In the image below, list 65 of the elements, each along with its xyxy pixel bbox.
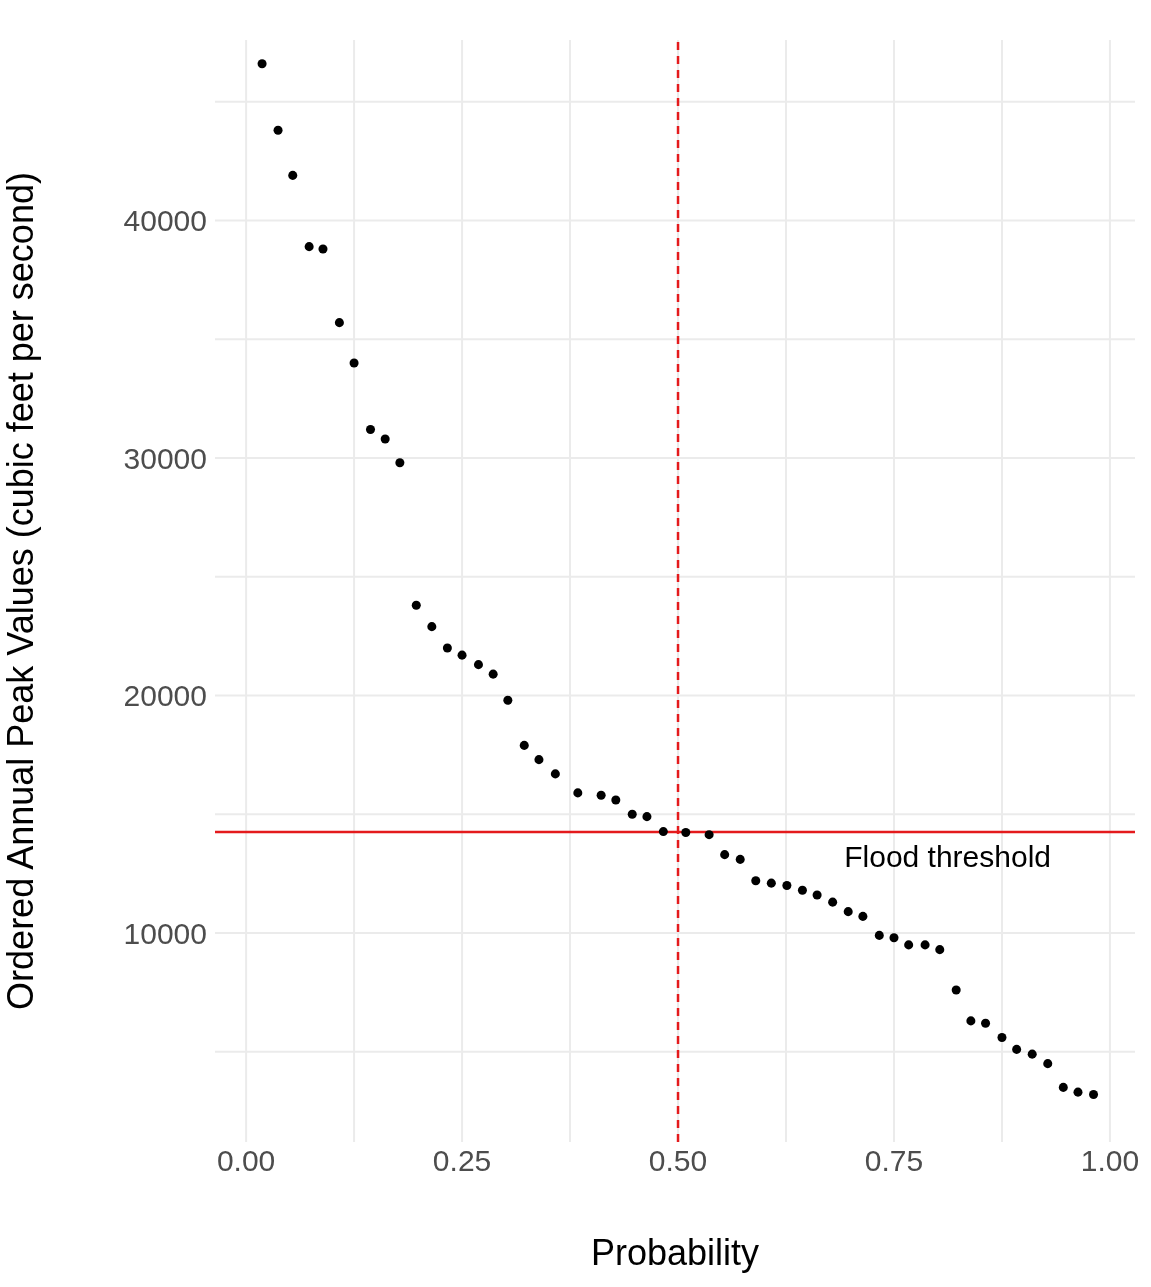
x-axis-title: Probability: [590, 1232, 760, 1273]
point: [797, 885, 807, 895]
y-axis-title: Ordered Annual Peak Values (cubic feet per second): [0, 172, 41, 1010]
point: [611, 795, 621, 805]
ref-line-label: Flood threshold: [844, 840, 1051, 874]
point: [288, 170, 298, 180]
y-tick-label: 10000: [123, 916, 207, 950]
point: [766, 878, 776, 888]
point: [681, 828, 691, 838]
point: [473, 660, 483, 670]
point: [1027, 1049, 1037, 1059]
point: [889, 933, 899, 943]
point: [828, 897, 838, 907]
x-tick-label: 1.00: [1080, 1144, 1140, 1178]
point: [1043, 1059, 1053, 1069]
point: [920, 940, 930, 950]
point: [442, 643, 452, 653]
point: [951, 985, 961, 995]
point: [395, 458, 405, 468]
point: [1073, 1087, 1083, 1097]
point: [596, 790, 606, 800]
point: [704, 830, 714, 840]
point: [627, 809, 637, 819]
y-tick-label: 40000: [123, 204, 207, 238]
point: [658, 827, 668, 837]
point: [642, 812, 652, 822]
point: [751, 876, 761, 886]
point: [427, 622, 437, 632]
point: [935, 945, 945, 955]
point: [257, 59, 267, 69]
point: [735, 854, 745, 864]
point: [365, 424, 376, 435]
point: [519, 740, 529, 750]
point: [782, 880, 792, 891]
point: [997, 1032, 1007, 1043]
point: [457, 650, 467, 660]
point: [411, 600, 421, 610]
point: [904, 940, 914, 950]
x-tick-label: 0.25: [432, 1144, 492, 1178]
point: [1058, 1082, 1068, 1092]
point: [1012, 1044, 1022, 1054]
point: [843, 907, 853, 917]
point: [503, 695, 513, 705]
y-tick-label: 20000: [123, 679, 207, 713]
point: [874, 930, 884, 940]
point: [304, 242, 314, 252]
point: [380, 434, 390, 444]
x-tick-label: 0.00: [216, 1144, 276, 1178]
point: [858, 911, 868, 921]
point: [534, 755, 544, 765]
y-tick-label: 30000: [123, 441, 207, 475]
point: [966, 1016, 976, 1026]
point: [318, 244, 328, 254]
point: [273, 125, 283, 135]
point: [981, 1018, 991, 1028]
point: [334, 318, 344, 328]
point: [1089, 1089, 1099, 1100]
point: [720, 850, 730, 860]
point: [349, 358, 359, 368]
point: [550, 769, 560, 779]
point: [573, 788, 583, 798]
x-tick-label: 0.75: [864, 1144, 924, 1178]
point: [488, 669, 498, 679]
point: [812, 890, 822, 900]
x-tick-label: 0.50: [648, 1144, 708, 1178]
